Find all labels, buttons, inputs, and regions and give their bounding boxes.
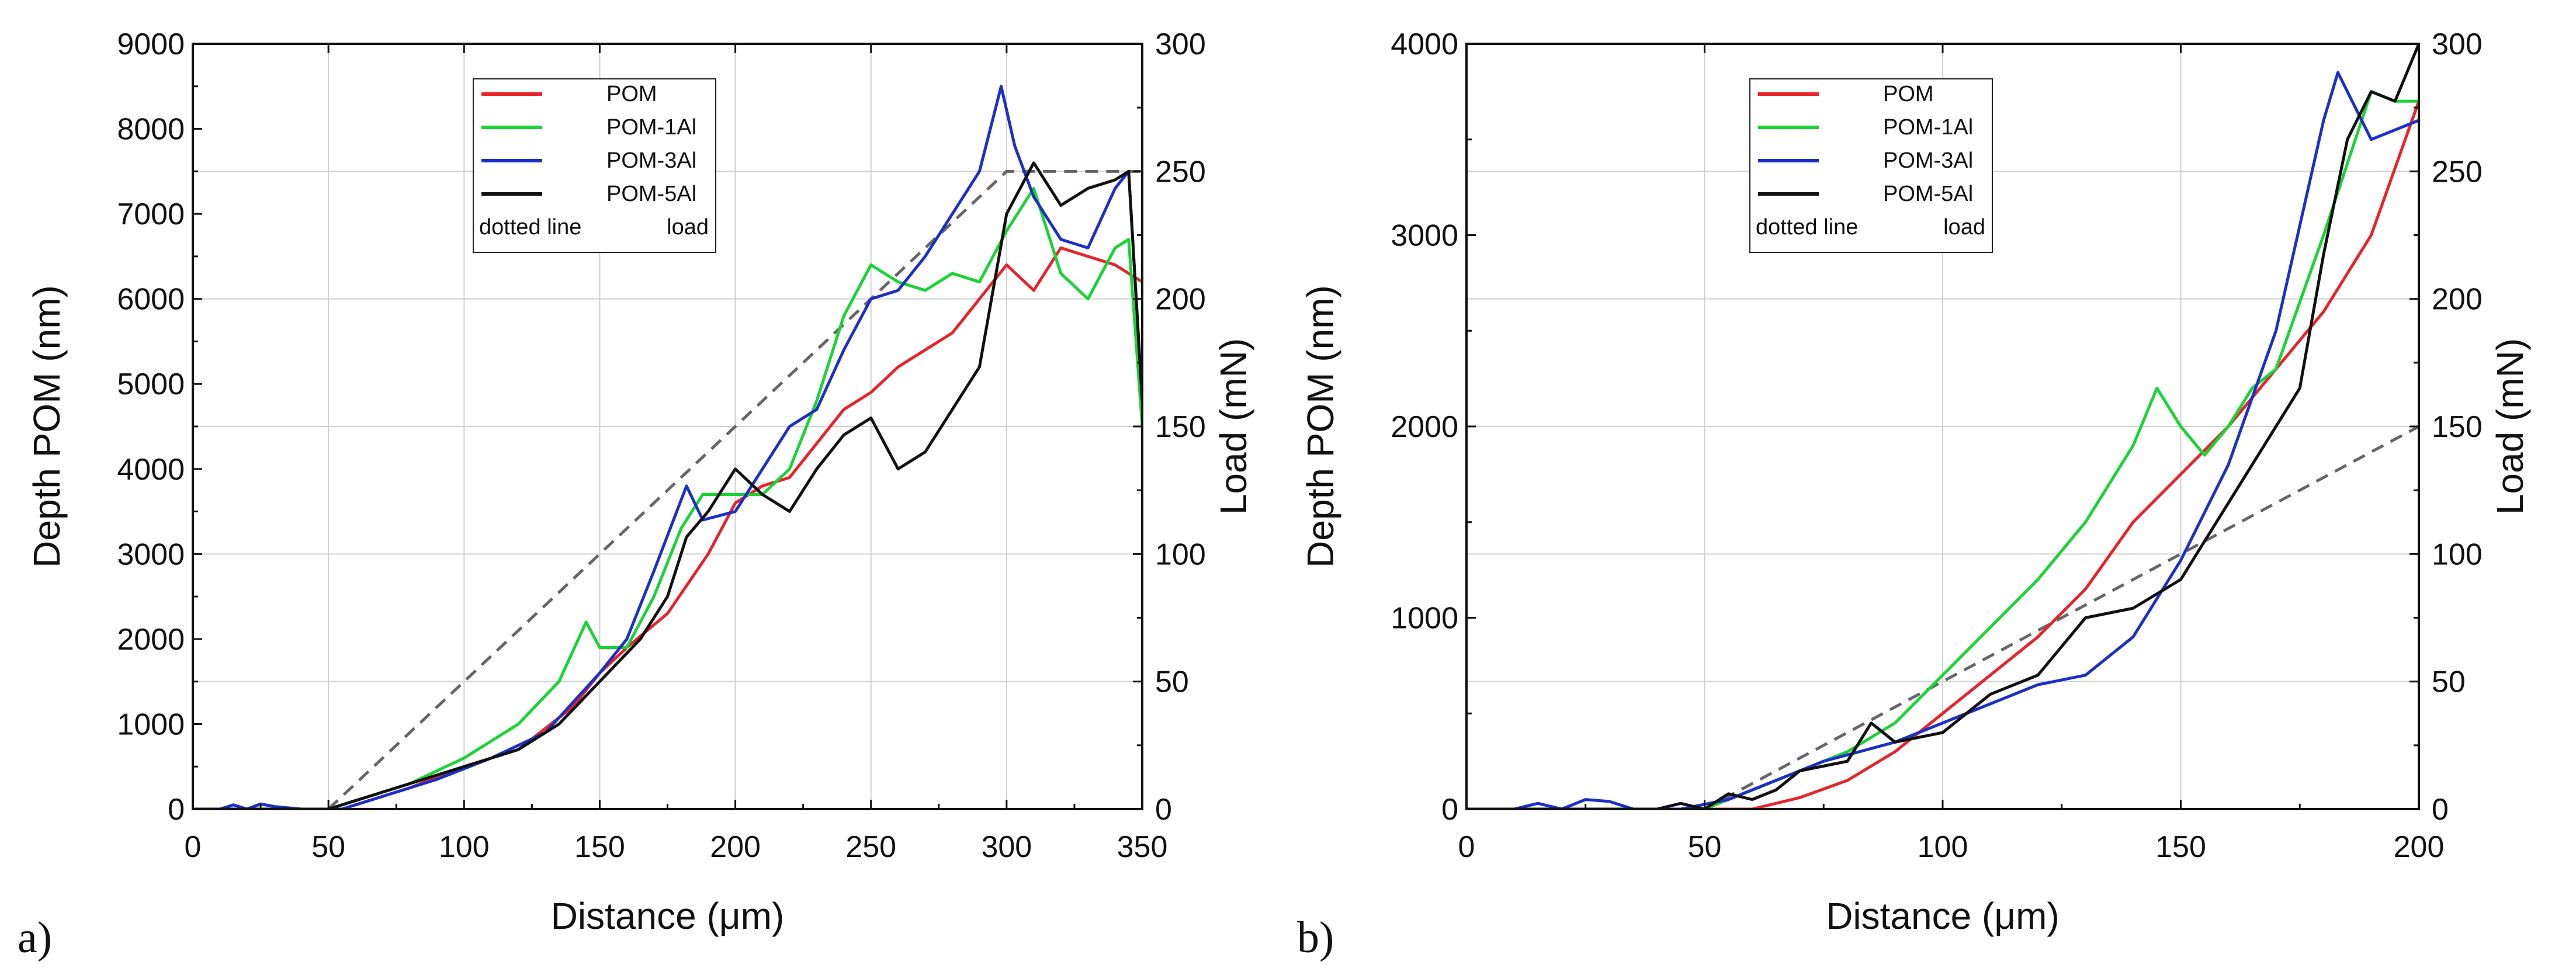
series-line-pom-1al: [193, 186, 1142, 810]
x-tick-label: 150: [574, 830, 625, 864]
y2-tick-label: 300: [1155, 27, 1206, 61]
legend-note-load: load: [1943, 215, 1985, 240]
y2-tick-label: 50: [1155, 665, 1189, 699]
panel-label: a): [18, 913, 52, 962]
series-line-pom: [193, 246, 1142, 810]
legend-label: POM-5Al: [1883, 182, 1973, 206]
series-line-pom-5al: [1466, 43, 2419, 810]
load-dashed-line: [327, 169, 1142, 810]
y2-tick-label: 0: [1155, 793, 1172, 827]
x-tick-label: 350: [1117, 830, 1168, 864]
x-tick-label: 100: [1918, 830, 1968, 864]
legend-note-dotted-line: dotted line: [479, 215, 581, 240]
y-tick-label: 0: [168, 793, 185, 827]
x-tick-label: 150: [2155, 830, 2206, 864]
legend-label: POM-3Al: [606, 148, 696, 173]
x-tick-label: 250: [845, 830, 896, 864]
x-tick-label: 100: [439, 830, 490, 864]
y-axis-label: Depth POM (nm): [1299, 285, 1341, 568]
y-tick-label: 8000: [117, 113, 185, 147]
y-axis-label: Depth POM (nm): [26, 285, 68, 568]
y-tick-label: 4000: [1391, 27, 1458, 61]
y2-tick-label: 50: [2432, 665, 2466, 699]
chart-panel-b: 0 50 100 150 2000100020003000400005010015020…: [1297, 27, 2531, 962]
legend-label: POM-1Al: [1883, 115, 1973, 140]
legend-label: POM: [606, 82, 657, 106]
y2-tick-label: 250: [2432, 155, 2483, 189]
x-tick-label: 200: [2394, 830, 2445, 864]
legend-box: [1749, 78, 1993, 253]
x-axis-label: Distance (μm): [1826, 895, 2060, 937]
y2-tick-label: 100: [2432, 537, 2483, 571]
y2-axis-label: Load (mN): [2489, 338, 2531, 515]
y-tick-label: 5000: [117, 367, 185, 401]
x-tick-label: 50: [1688, 830, 1722, 864]
chart-panel-a: 0 50 100 150 200 250 300 3500100020003000400050…: [18, 27, 1254, 962]
legend-label: POM-1Al: [606, 115, 696, 140]
x-axis-label: Distance (μm): [551, 895, 785, 937]
y2-tick-label: 100: [1155, 537, 1206, 571]
y2-tick-label: 150: [2432, 410, 2483, 444]
legend-label: POM: [1883, 82, 1934, 106]
y2-tick-label: 0: [2432, 793, 2449, 827]
x-tick-label: 50: [311, 830, 345, 864]
x-tick-label: 0: [1458, 830, 1475, 864]
y2-tick-label: 250: [1155, 155, 1206, 189]
legend-note-dotted-line: dotted line: [1756, 215, 1858, 240]
series-line-pom-5al: [193, 161, 1142, 810]
y-tick-label: 3000: [117, 537, 185, 571]
y-tick-label: 1000: [1391, 602, 1458, 636]
y-tick-label: 1000: [117, 707, 185, 741]
x-tick-label: 0: [185, 830, 202, 864]
y-tick-label: 9000: [117, 27, 185, 61]
y-tick-label: 7000: [117, 197, 185, 231]
legend-note-load: load: [667, 215, 709, 240]
panel-label: b): [1297, 913, 1334, 962]
legend-label: POM-3Al: [1883, 148, 1973, 173]
series-line-pom-3al: [1466, 71, 2419, 810]
legend-label: POM-5Al: [606, 182, 696, 206]
load-dashed-line: [1704, 425, 2419, 810]
y-tick-label: 3000: [1391, 219, 1458, 253]
x-tick-label: 300: [981, 830, 1032, 864]
y2-tick-label: 150: [1155, 410, 1206, 444]
y-tick-label: 2000: [117, 623, 185, 657]
y2-tick-label: 200: [1155, 283, 1206, 317]
y-tick-label: 0: [1441, 793, 1458, 827]
y-tick-label: 6000: [117, 283, 185, 317]
y-tick-label: 4000: [117, 453, 185, 487]
legend-box: [473, 78, 716, 253]
x-tick-label: 200: [710, 830, 761, 864]
series-line-pom: [1466, 100, 2419, 810]
y2-axis-label: Load (mN): [1212, 338, 1254, 515]
y2-tick-label: 300: [2432, 27, 2483, 61]
y-tick-label: 2000: [1391, 410, 1458, 444]
y2-tick-label: 200: [2432, 283, 2483, 317]
